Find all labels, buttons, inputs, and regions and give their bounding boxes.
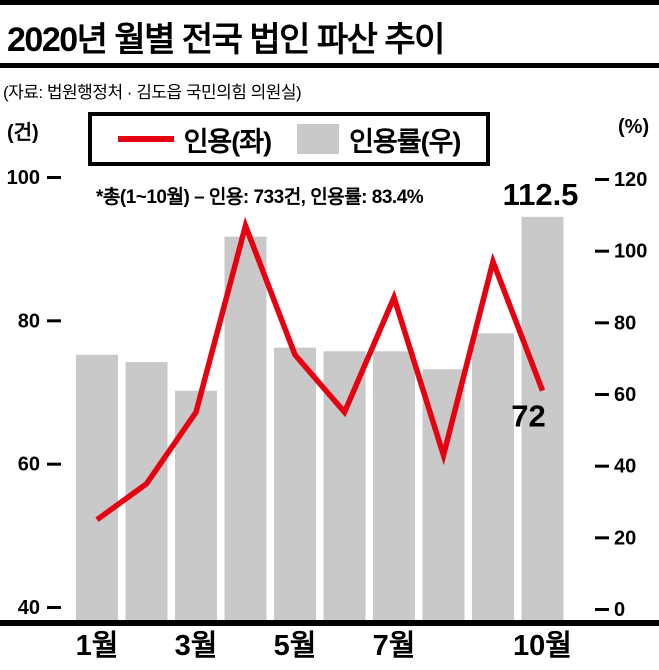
legend-bar-swatch bbox=[297, 124, 340, 154]
bar-1월 bbox=[76, 354, 118, 620]
right-tick-label: 20 bbox=[614, 527, 636, 549]
legend-bar-label: 인용률(우) bbox=[349, 126, 461, 157]
right-tick-mark bbox=[595, 178, 609, 181]
line-series bbox=[95, 216, 546, 522]
left-tick-mark bbox=[47, 606, 61, 609]
x-axis-label: 3월 bbox=[175, 629, 218, 662]
x-axis-label: 7월 bbox=[373, 629, 416, 662]
right-tick-mark bbox=[595, 249, 609, 253]
bar-3월 bbox=[175, 390, 217, 620]
right-tick-label: 0 bbox=[614, 599, 625, 621]
bar-2월 bbox=[125, 362, 168, 620]
title-divider bbox=[0, 63, 659, 68]
legend-line-label: 인용(좌) bbox=[183, 126, 273, 157]
left-tick-label: 40 bbox=[18, 597, 40, 619]
x-axis-line bbox=[0, 620, 659, 626]
bar-4월 bbox=[224, 236, 267, 621]
x-axis-label: 5월 bbox=[274, 629, 317, 662]
bar-10월 bbox=[521, 216, 564, 620]
top-rule bbox=[0, 0, 659, 5]
right-tick-mark bbox=[595, 536, 609, 540]
x-axis-label: 10월 bbox=[513, 629, 572, 662]
bar-5월 bbox=[274, 347, 316, 620]
x-axis-label: 1월 bbox=[76, 629, 119, 662]
bar-value-annotation: 112.5 bbox=[503, 177, 579, 212]
right-tick-mark bbox=[595, 393, 609, 396]
source-note: (자료: 법원행정처 · 김도읍 국민의힘 의원실) bbox=[3, 83, 302, 102]
right-tick-label: 40 bbox=[614, 456, 636, 478]
right-tick-mark bbox=[595, 608, 609, 611]
summary-note: *총(1~10월) – 인용: 733건, 인용률: 83.4% bbox=[96, 187, 424, 208]
right-axis-unit: (%) bbox=[618, 116, 650, 138]
page-title: 2020년 월별 전국 법인 파산 추이 bbox=[7, 21, 445, 59]
bar-7월 bbox=[373, 351, 415, 620]
bar-9월 bbox=[472, 333, 514, 620]
left-tick-label: 100 bbox=[7, 167, 40, 189]
right-tick-label: 100 bbox=[614, 241, 647, 263]
legend-line-swatch bbox=[117, 136, 174, 142]
left-tick-mark bbox=[47, 319, 61, 323]
right-tick-label: 120 bbox=[614, 169, 647, 191]
left-tick-mark bbox=[47, 176, 61, 179]
right-tick-label: 80 bbox=[614, 312, 636, 334]
right-tick-label: 60 bbox=[614, 384, 636, 406]
left-axis-unit: (건) bbox=[7, 122, 39, 144]
left-tick-label: 60 bbox=[18, 454, 40, 476]
line-value-annotation: 72 bbox=[511, 399, 545, 434]
left-tick-mark bbox=[47, 462, 61, 466]
legend: 인용(좌) 인용률(우) bbox=[88, 112, 490, 166]
right-tick-mark bbox=[595, 464, 609, 468]
right-tick-mark bbox=[595, 321, 609, 325]
left-tick-label: 80 bbox=[18, 310, 40, 332]
